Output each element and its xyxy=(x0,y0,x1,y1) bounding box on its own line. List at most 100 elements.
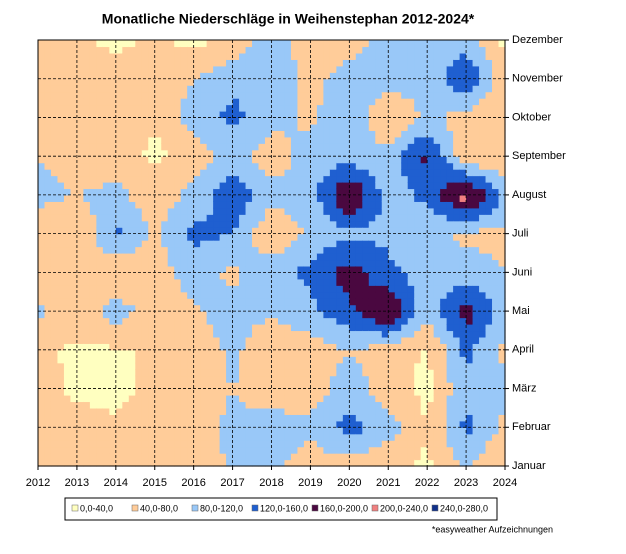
contour-cell xyxy=(258,175,266,183)
contour-cell xyxy=(433,130,441,138)
contour-cell xyxy=(355,130,363,138)
contour-cell xyxy=(498,349,506,357)
contour-cell xyxy=(316,285,324,293)
contour-cell xyxy=(459,65,467,73)
contour-cell xyxy=(115,324,123,332)
contour-cell xyxy=(102,207,110,215)
contour-cell xyxy=(265,414,273,422)
contour-cell xyxy=(239,362,247,370)
contour-cell xyxy=(459,78,467,86)
contour-cell xyxy=(128,285,136,293)
contour-cell xyxy=(336,104,344,112)
contour-cell xyxy=(232,85,240,93)
contour-cell xyxy=(388,65,396,73)
contour-cell xyxy=(453,395,461,403)
contour-cell xyxy=(109,104,117,112)
contour-cell xyxy=(492,453,500,461)
contour-cell xyxy=(420,446,428,454)
contour-cell xyxy=(89,453,97,461)
contour-cell xyxy=(329,52,337,60)
contour-cell xyxy=(148,369,156,377)
x-tick-label: 2017 xyxy=(220,477,244,489)
contour-cell xyxy=(219,349,227,357)
contour-cell xyxy=(161,317,169,325)
contour-cell xyxy=(342,188,350,196)
contour-cell xyxy=(368,304,376,312)
contour-cell xyxy=(316,123,324,131)
contour-cell xyxy=(368,52,376,60)
contour-cell xyxy=(316,440,324,448)
contour-cell xyxy=(446,304,454,312)
contour-cell xyxy=(375,272,383,280)
contour-cell xyxy=(50,395,59,403)
contour-cell xyxy=(122,207,130,215)
contour-cell xyxy=(310,446,318,454)
contour-cell xyxy=(226,375,234,383)
contour-cell xyxy=(239,72,247,80)
contour-cell xyxy=(420,201,428,209)
contour-cell xyxy=(265,382,273,390)
contour-cell xyxy=(258,85,266,93)
contour-cell xyxy=(213,227,221,235)
contour-cell xyxy=(96,324,104,332)
contour-cell xyxy=(368,123,376,131)
contour-cell xyxy=(154,324,162,332)
contour-cell xyxy=(427,240,435,248)
contour-cell xyxy=(310,433,318,441)
contour-cell xyxy=(44,362,52,370)
contour-cell xyxy=(180,414,188,422)
contour-cell xyxy=(349,330,357,338)
contour-cell xyxy=(277,343,286,351)
contour-cell xyxy=(407,59,415,67)
contour-cell xyxy=(141,265,149,273)
contour-cell xyxy=(135,311,143,319)
contour-cell xyxy=(50,304,59,312)
contour-cell xyxy=(252,336,260,344)
contour-cell xyxy=(466,182,474,190)
contour-cell xyxy=(109,349,117,357)
contour-cell xyxy=(420,388,428,396)
contour-cell xyxy=(219,440,227,448)
contour-cell xyxy=(498,175,506,183)
contour-cell xyxy=(239,240,247,248)
contour-cell xyxy=(414,149,422,157)
contour-cell xyxy=(453,162,461,170)
contour-cell xyxy=(44,143,52,151)
contour-cell xyxy=(63,78,72,86)
contour-cell xyxy=(375,78,383,86)
contour-cell xyxy=(485,182,493,190)
contour-cell xyxy=(440,188,448,196)
contour-cell xyxy=(388,130,396,138)
contour-cell xyxy=(316,104,324,112)
contour-cell xyxy=(342,253,350,261)
contour-cell xyxy=(290,459,299,467)
contour-cell xyxy=(407,188,415,196)
contour-cell xyxy=(472,91,480,99)
contour-cell xyxy=(122,272,130,280)
contour-cell xyxy=(349,356,357,364)
contour-cell xyxy=(492,227,500,235)
contour-cell xyxy=(44,169,52,177)
contour-cell xyxy=(96,52,104,60)
contour-cell xyxy=(57,253,65,261)
contour-cell xyxy=(167,362,175,370)
contour-cell xyxy=(368,369,376,377)
contour-cell xyxy=(50,414,59,422)
contour-cell xyxy=(355,414,363,422)
contour-cell xyxy=(459,304,467,312)
contour-cell xyxy=(180,207,188,215)
contour-cell xyxy=(193,453,201,461)
contour-cell xyxy=(148,324,156,332)
contour-cell xyxy=(148,149,156,157)
contour-cell xyxy=(96,143,104,151)
contour-cell xyxy=(492,65,500,73)
contour-cell xyxy=(193,253,201,261)
contour-cell xyxy=(174,375,182,383)
contour-cell xyxy=(180,78,188,86)
contour-cell xyxy=(440,52,448,60)
contour-cell xyxy=(245,382,253,390)
contour-cell xyxy=(355,446,363,454)
contour-cell xyxy=(394,246,402,254)
contour-cell xyxy=(323,46,331,54)
contour-cell xyxy=(167,201,175,209)
